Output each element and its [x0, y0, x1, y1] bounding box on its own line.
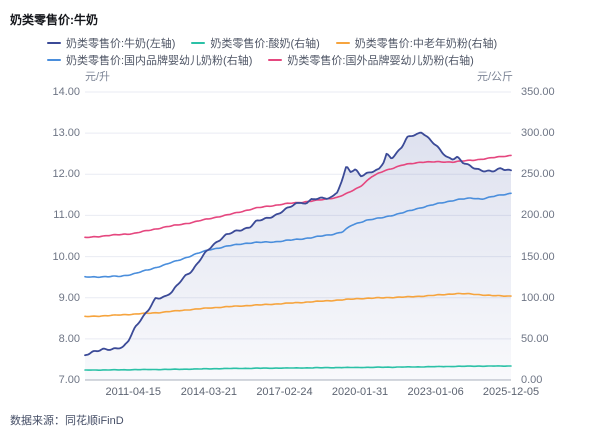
right-axis-tick: 50.00 — [521, 332, 549, 345]
data-source: 数据来源：同花顺iFinD — [10, 415, 124, 427]
legend-label: 奶类零售价:国内品牌婴幼儿奶粉(右轴) — [66, 54, 253, 67]
left-axis-unit-label: 元/升 — [85, 71, 111, 83]
legend: 奶类零售价:牛奶(左轴) 奶类零售价:酸奶(右轴) 奶类零售价:中老年奶粉(右轴) 奶… — [47, 34, 587, 68]
right-axis-tick: 150.00 — [521, 250, 555, 263]
right-axis-tick: 200.00 — [521, 209, 555, 222]
legend-row: 奶类零售价:国内品牌婴幼儿奶粉(右轴) 奶类零售价:国外品牌婴幼儿奶粉(右轴) — [47, 51, 587, 68]
left-axis-tick: 7.00 — [58, 374, 80, 386]
legend-item-2[interactable]: 奶类零售价:中老年奶粉(右轴) — [335, 35, 498, 51]
right-axis-unit-label: 元/公斤 — [477, 71, 514, 83]
left-axis-tick: 11.00 — [53, 209, 80, 222]
x-axis-tick: 2014-03-21 — [180, 386, 237, 398]
series-line-3 — [84, 192, 512, 279]
legend-label: 奶类零售价:牛奶(左轴) — [66, 37, 176, 50]
left-axis-tick: 8.00 — [58, 332, 80, 345]
legend-item-0[interactable]: 奶类零售价:牛奶(左轴) — [47, 35, 175, 51]
legend-label: 奶类零售价:国外品牌婴幼儿奶粉(右轴) — [287, 54, 474, 67]
x-axis-tick: 2017-02-24 — [256, 386, 313, 398]
right-axis-tick: 250.00 — [521, 168, 555, 181]
left-axis-tick: 9.00 — [58, 291, 80, 304]
right-axis-tick: 100.00 — [521, 291, 555, 304]
x-axis-tick: 2023-01-06 — [407, 386, 464, 398]
legend-swatch-icon — [191, 41, 206, 44]
right-axis-tick: 0.00 — [521, 374, 543, 386]
left-axis-tick: 14.00 — [52, 86, 80, 98]
legend-item-4[interactable]: 奶类零售价:国外品牌婴幼儿奶粉(右轴) — [268, 52, 474, 68]
chart-title: 奶类零售价:牛奶 — [10, 13, 98, 27]
legend-item-1[interactable]: 奶类零售价:酸奶(右轴) — [191, 35, 320, 51]
legend-swatch-icon — [335, 41, 350, 44]
x-axis-tick: 2011-04-15 — [105, 386, 161, 398]
legend-row: 奶类零售价:牛奶(左轴) 奶类零售价:酸奶(右轴) 奶类零售价:中老年奶粉(右轴) — [47, 34, 587, 51]
series-line-0 — [84, 131, 512, 357]
legend-label: 奶类零售价:中老年奶粉(右轴) — [354, 37, 498, 50]
right-axis-tick: 350.00 — [521, 86, 555, 98]
right-axis-tick: 300.00 — [521, 127, 555, 140]
series-area-0 — [85, 132, 511, 380]
left-axis-tick: 10.00 — [52, 250, 80, 263]
legend-swatch-icon — [268, 58, 283, 61]
x-axis-tick: 2020-01-31 — [331, 386, 389, 398]
legend-swatch-icon — [47, 58, 61, 61]
legend-swatch-icon — [47, 41, 61, 44]
legend-label: 奶类零售价:酸奶(右轴) — [210, 37, 320, 50]
x-axis-tick: 2025-12-05 — [482, 386, 540, 398]
left-axis-tick: 12.00 — [52, 168, 80, 181]
series-line-2 — [84, 292, 512, 318]
left-axis-tick: 13.00 — [52, 127, 80, 140]
legend-item-3[interactable]: 奶类零售价:国内品牌婴幼儿奶粉(右轴) — [47, 52, 252, 68]
series-line-1 — [84, 365, 512, 371]
